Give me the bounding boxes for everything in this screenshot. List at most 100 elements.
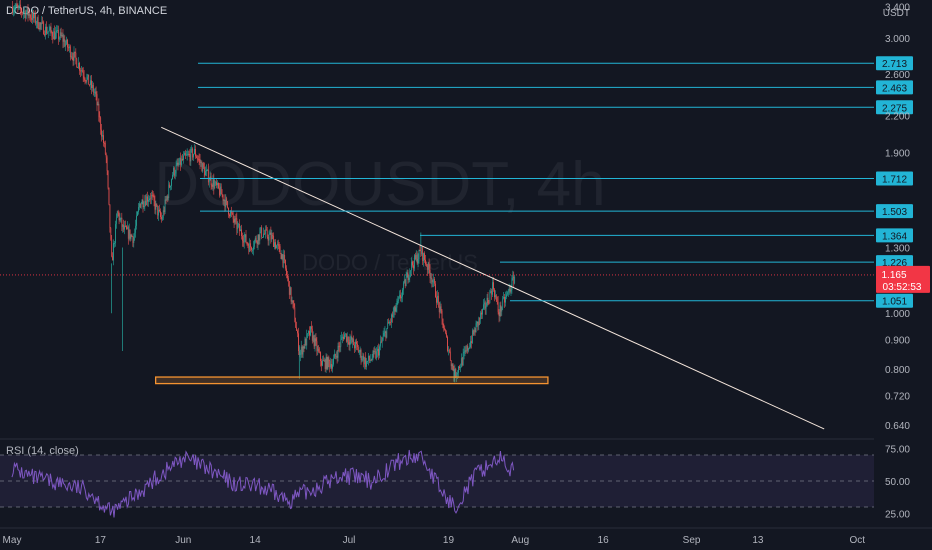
level-tag-text: 1.503	[882, 207, 907, 218]
candle-body	[483, 304, 484, 309]
candle-body	[247, 243, 249, 246]
candle-body	[74, 51, 76, 53]
candle-body	[274, 242, 275, 247]
candle-body	[440, 306, 442, 311]
candle-body	[322, 360, 324, 362]
candle-body	[434, 278, 436, 284]
candle-body	[506, 292, 508, 295]
candle-body	[404, 279, 406, 287]
candle-body	[17, 6, 19, 7]
candle-body	[348, 342, 350, 345]
candle-body	[23, 12, 24, 14]
candle-body	[306, 334, 308, 346]
date-tick-label: 16	[598, 535, 610, 546]
candle-body	[303, 346, 305, 349]
candle-body	[145, 200, 147, 206]
candle-body	[139, 203, 141, 208]
candle-body	[280, 253, 282, 259]
candle-body	[26, 8, 28, 13]
candle-body	[251, 247, 252, 250]
candle-body	[87, 74, 89, 78]
candle-body	[30, 17, 32, 19]
candle-body	[184, 153, 185, 156]
candle-body	[321, 361, 322, 366]
candle-body	[276, 243, 278, 246]
candle-body	[510, 289, 512, 292]
candle-body	[270, 232, 272, 240]
candle-body	[363, 355, 365, 365]
candle-body	[451, 364, 453, 367]
candle-body	[491, 291, 493, 295]
candle-body	[192, 148, 194, 158]
candle-body	[384, 331, 386, 333]
candle-body	[144, 200, 146, 206]
candle-body	[217, 182, 218, 186]
candle-body	[311, 328, 313, 341]
price-tick-label: 1.000	[885, 309, 910, 320]
candle-body	[342, 336, 344, 338]
candle-body	[76, 58, 78, 68]
candle-body	[69, 46, 70, 48]
candle-body	[33, 13, 34, 19]
date-tick-label: 19	[443, 535, 455, 546]
date-tick-label: 17	[95, 535, 107, 546]
candle-body	[117, 211, 119, 213]
candle-body	[394, 306, 396, 312]
last-price-value: 1.165	[881, 270, 906, 281]
candle-body	[80, 70, 81, 72]
candle-body	[234, 218, 236, 223]
candle-body	[88, 74, 90, 85]
candle-body	[181, 158, 183, 166]
candle-body	[360, 349, 362, 360]
candle-body	[124, 225, 125, 230]
candle-body	[143, 205, 145, 208]
candle-body	[288, 278, 289, 282]
candle-body	[503, 296, 505, 299]
candle-body	[14, 7, 16, 10]
candle-body	[485, 306, 487, 309]
candle-body	[487, 297, 489, 304]
candle-body	[210, 176, 212, 186]
candle-body	[135, 225, 137, 233]
candle-body	[202, 163, 204, 172]
candle-body	[461, 358, 463, 366]
candle-body	[142, 199, 144, 208]
candle-body	[472, 330, 473, 343]
candle-body	[430, 277, 432, 279]
candle-body	[497, 301, 499, 313]
candle-body	[261, 227, 263, 238]
candle-body	[71, 56, 73, 58]
candle-body	[67, 39, 68, 48]
candle-body	[195, 149, 196, 157]
candle-body	[197, 158, 199, 160]
candle-body	[230, 211, 231, 217]
candle-body	[53, 31, 55, 40]
candle-body	[171, 179, 172, 186]
candle-body	[475, 323, 477, 333]
candle-body	[41, 21, 43, 25]
candle-body	[395, 307, 397, 312]
candle-body	[385, 331, 387, 338]
candle-body	[54, 31, 56, 40]
candle-body	[345, 333, 347, 342]
candle-body	[114, 243, 115, 244]
candle-body	[150, 198, 151, 200]
candle-body	[220, 186, 222, 195]
candle-body	[185, 155, 187, 156]
candle-body	[464, 350, 466, 352]
candle-body	[201, 162, 203, 172]
candle-body	[462, 353, 464, 366]
candle-body	[194, 149, 195, 154]
candle-body	[358, 352, 360, 353]
candle-body	[19, 4, 21, 6]
candle-body	[240, 229, 241, 232]
candle-body	[157, 205, 159, 216]
candle-body	[246, 242, 248, 244]
candle-body	[127, 227, 128, 230]
candle-body	[392, 312, 394, 317]
candle-body	[200, 162, 202, 164]
candle-body	[467, 345, 469, 351]
candle-body	[381, 339, 383, 342]
candle-body	[48, 29, 50, 32]
